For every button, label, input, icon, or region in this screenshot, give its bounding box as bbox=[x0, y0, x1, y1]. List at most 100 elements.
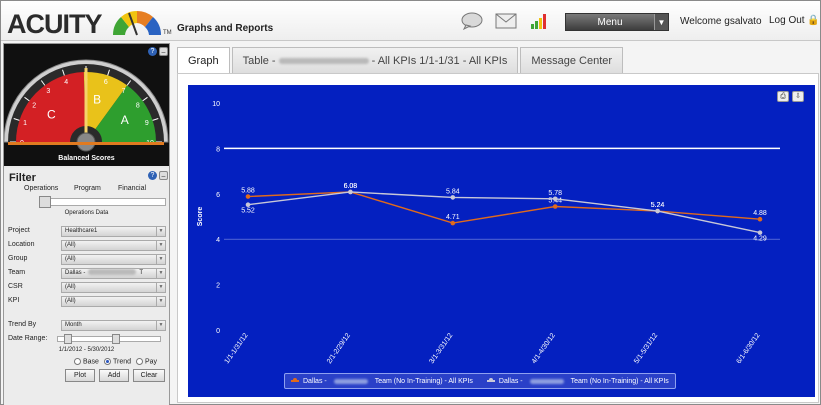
data-point bbox=[245, 194, 251, 199]
radio-base[interactable]: Base bbox=[74, 358, 99, 365]
date-range-start-handle[interactable] bbox=[64, 334, 72, 344]
team-select[interactable]: Dallas - T ▼ bbox=[61, 268, 166, 279]
csr-select[interactable]: (All) ▼ bbox=[61, 282, 166, 293]
gauge-tick-label: 7 bbox=[122, 88, 126, 95]
data-label: 4.88 bbox=[753, 210, 767, 217]
data-label: 4.71 bbox=[446, 214, 460, 221]
mail-icon[interactable] bbox=[494, 11, 518, 31]
data-point bbox=[757, 216, 763, 222]
clear-button[interactable]: Clear bbox=[133, 369, 165, 382]
tab-message-center[interactable]: Message Center bbox=[520, 47, 624, 73]
data-point bbox=[245, 202, 251, 207]
gauge-zone-label: B bbox=[93, 92, 101, 106]
gauge-tick-label: 6 bbox=[104, 79, 108, 86]
gauge-zone-c bbox=[16, 72, 86, 142]
mode-radio-group: Base Trend Pay bbox=[74, 358, 157, 365]
logout-link[interactable]: Log Out 🔒 bbox=[769, 15, 820, 26]
sidebar: ? – 012345678910CBA Balanced Scores Filt… bbox=[3, 43, 170, 405]
category-operations[interactable]: Operations bbox=[24, 185, 59, 192]
minimize-icon[interactable]: – bbox=[159, 171, 168, 180]
filter-label: KPI bbox=[8, 297, 20, 304]
slider-caption: Operations Data bbox=[64, 210, 109, 216]
filter-label: Trend By bbox=[8, 321, 37, 328]
gauge-tick bbox=[24, 96, 30, 102]
radio-pay[interactable]: Pay bbox=[136, 358, 157, 365]
tab-bar: Graph Table - - All KPIs 1/1-1/31 - All … bbox=[177, 47, 624, 73]
data-point bbox=[757, 230, 763, 235]
date-range-end-handle[interactable] bbox=[112, 334, 120, 344]
help-icon[interactable]: ? bbox=[148, 171, 157, 180]
date-range-label: Date Range: bbox=[8, 335, 48, 342]
x-tick-label: 4/1-4/30/12 bbox=[531, 332, 557, 365]
date-range-slider[interactable] bbox=[57, 336, 161, 342]
radio-label: Base bbox=[83, 358, 99, 366]
download-icon[interactable]: ⇩ bbox=[792, 91, 804, 102]
plot-button[interactable]: Plot bbox=[65, 369, 95, 382]
chevron-down-icon: ▼ bbox=[156, 283, 165, 292]
filter-label: CSR bbox=[8, 283, 23, 290]
legend-swatch bbox=[291, 378, 299, 382]
gauge-zone-b bbox=[83, 72, 128, 130]
select-value: Dallas - bbox=[65, 270, 86, 276]
select-value: (All) bbox=[65, 256, 76, 262]
category-financial[interactable]: Financial bbox=[118, 185, 147, 192]
kpi-select[interactable]: (All) ▼ bbox=[61, 296, 166, 307]
gauge-tick bbox=[126, 80, 132, 86]
gauge-tick-label: 8 bbox=[136, 102, 140, 109]
redacted-text bbox=[529, 378, 564, 384]
category-slider[interactable] bbox=[39, 198, 166, 206]
gauge-zone-a bbox=[95, 85, 156, 142]
category-program[interactable]: Program bbox=[74, 185, 101, 192]
chevron-down-icon: ▼ bbox=[156, 269, 165, 278]
x-tick-label: 5/1-5/31/12 bbox=[633, 332, 659, 365]
signal-bars-icon[interactable] bbox=[529, 11, 549, 31]
gauge-tick bbox=[152, 118, 159, 121]
data-point bbox=[348, 189, 353, 195]
legend-label-suffix: Team (No In-Training) - All KPIs bbox=[374, 377, 473, 385]
legend-item-series-2[interactable]: Dallas - Team (No In-Training) - All KPI… bbox=[486, 378, 669, 385]
gauge-zone-label: A bbox=[121, 113, 129, 127]
chevron-down-icon[interactable]: ▼ bbox=[654, 14, 668, 30]
y-tick-label: 10 bbox=[212, 101, 220, 108]
gauge-caption: Balanced Scores bbox=[58, 155, 115, 162]
chevron-down-icon: ▼ bbox=[156, 297, 165, 306]
help-icon[interactable]: ? bbox=[148, 47, 157, 56]
chevron-down-icon: ▼ bbox=[156, 255, 165, 264]
print-icon[interactable]: ⎙ bbox=[777, 91, 789, 102]
menu-dropdown[interactable]: Menu ▼ bbox=[565, 13, 669, 31]
radio-trend[interactable]: Trend bbox=[103, 358, 131, 365]
gauge-dial: 012345678910CBA bbox=[3, 59, 169, 152]
gauge-tick-label: 4 bbox=[64, 79, 68, 86]
gauge-zone-label: C bbox=[47, 107, 56, 121]
legend-item-series-1[interactable]: Dallas - Team (No In-Training) - All KPI… bbox=[291, 378, 473, 385]
y-tick-label: 4 bbox=[216, 237, 220, 244]
select-value: Healthcare1 bbox=[65, 228, 98, 234]
select-value: (All) bbox=[65, 298, 76, 304]
logout-label: Log Out bbox=[769, 15, 805, 26]
tab-graph[interactable]: Graph bbox=[177, 47, 230, 73]
add-button[interactable]: Add bbox=[99, 369, 129, 382]
location-select[interactable]: (All) ▼ bbox=[61, 240, 166, 251]
chat-icon[interactable] bbox=[460, 11, 484, 31]
category-slider-thumb[interactable] bbox=[39, 196, 51, 208]
tab-table[interactable]: Table - - All KPIs 1/1-1/31 - All KPIs bbox=[231, 47, 519, 73]
date-range-value: 1/1/2012 - 5/30/2012 bbox=[58, 347, 115, 353]
gauge-tick bbox=[62, 69, 65, 76]
y-tick-label: 2 bbox=[216, 283, 220, 290]
group-select[interactable]: (All) ▼ bbox=[61, 254, 166, 265]
chevron-down-icon: ▼ bbox=[156, 241, 165, 250]
minimize-icon[interactable]: – bbox=[159, 47, 168, 56]
filter-label: Location bbox=[8, 241, 35, 248]
trend-by-select[interactable]: Month ▼ bbox=[61, 320, 166, 331]
line-chart: 0 2 4 6 8 10 Score 1/1-1/31/12 2/1-2/29/12 3/1-3/… bbox=[197, 101, 780, 365]
trend-by-filter: Trend By Month ▼ bbox=[8, 320, 166, 331]
project-select[interactable]: Healthcare1 ▼ bbox=[61, 226, 166, 237]
gauge-tick-label: 2 bbox=[32, 102, 36, 109]
gauge-tick-label: 3 bbox=[46, 88, 50, 95]
x-tick-label: 3/1-3/31/12 bbox=[428, 332, 454, 365]
logo-gauge-icon bbox=[112, 10, 162, 36]
project-filter: Project Healthcare1 ▼ bbox=[8, 226, 166, 237]
data-point bbox=[552, 204, 558, 209]
filter-title: Filter bbox=[9, 172, 36, 184]
